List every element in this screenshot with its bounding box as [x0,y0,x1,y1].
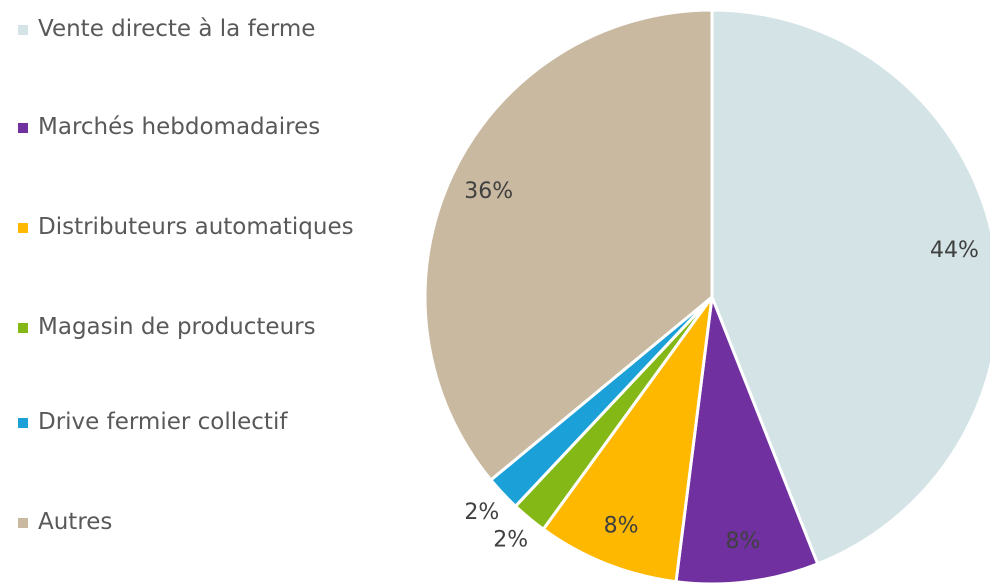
legend-swatch [18,518,28,528]
legend-label: Drive fermier collectif [38,409,288,435]
legend-swatch [18,418,28,428]
legend-label: Distributeurs automatiques [38,214,354,240]
legend-swatch [18,223,28,233]
legend-swatch [18,323,28,333]
legend-swatch [18,123,28,133]
legend-label: Magasin de producteurs [38,314,316,340]
legend-label: Marchés hebdomadaires [38,114,321,140]
legend-item: Marchés hebdomadaires [18,112,358,142]
legend-item: Drive fermier collectif [18,407,358,437]
pie-slice [541,296,714,583]
legend-label: Vente directe à la ferme [38,16,316,42]
data-label: 2% [493,527,528,552]
data-label: 8% [604,513,639,538]
legend-swatch [18,25,28,35]
legend-item: Distributeurs automatiques [18,212,358,242]
pie-slice [710,8,990,566]
data-label: 36% [464,179,513,204]
legend-item: Autres [18,507,358,537]
pie-slice [423,8,714,483]
data-label: 44% [930,238,979,263]
data-label: 8% [725,529,760,554]
data-label: 2% [464,500,499,525]
legend-label: Autres [38,509,113,535]
legend-item: Vente directe à la ferme [18,14,358,44]
legend-item: Magasin de producteurs [18,312,358,342]
pie-slice [674,296,820,583]
